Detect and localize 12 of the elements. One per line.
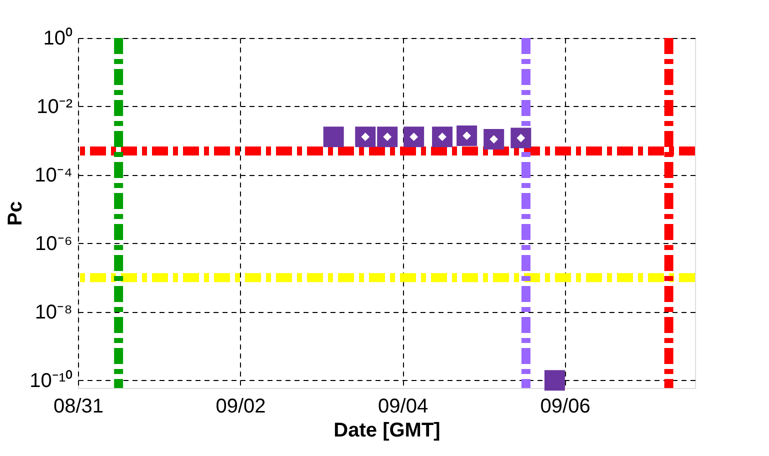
y-tick-label: 10⁻⁸ [34, 301, 72, 324]
y-axis-title: Pc [4, 201, 27, 226]
y-tick-label: 10⁻⁶ [35, 232, 72, 255]
y-tick-label: 10⁻¹⁰ [30, 368, 72, 392]
x-tick-label: 09/04 [378, 396, 428, 418]
y-tick-label: 10⁻² [36, 96, 73, 118]
x-tick-label: 09/06 [540, 396, 590, 418]
x-tick-label: 09/02 [216, 396, 266, 418]
y-tick-label: 10⁰ [43, 26, 72, 50]
x-tick-label: 08/31 [53, 396, 104, 418]
x-axis-title: Date [GMT] [334, 420, 440, 442]
y-tick-label: 10⁻⁴ [34, 164, 72, 186]
